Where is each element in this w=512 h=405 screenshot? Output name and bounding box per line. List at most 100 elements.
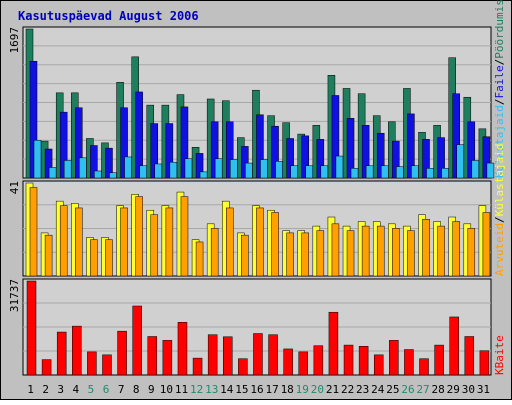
bar-hosts-arvuteid-day-6 xyxy=(105,239,113,277)
day-label-5: 5 xyxy=(88,383,95,396)
bar-kbytes-kbaite-day-15 xyxy=(238,358,248,376)
bar-kbytes-kbaite-day-7 xyxy=(117,330,127,376)
bar-hosts-arvuteid-day-4 xyxy=(75,207,83,277)
bar-visits-faile-day-31 xyxy=(482,136,491,179)
bar-visits-klastajaid-day-7 xyxy=(124,156,132,179)
bar-hosts-arvuteid-day-2 xyxy=(44,234,53,277)
bar-visits-faile-day-5 xyxy=(90,145,98,179)
bar-hosts-arvuteid-day-3 xyxy=(59,205,68,277)
bar-visits-faile-day-25 xyxy=(392,140,400,179)
bar-kbytes-kbaite-day-11 xyxy=(177,322,188,376)
bar-visits-klastajaid-day-14 xyxy=(230,159,238,179)
bar-kbytes-kbaite-day-21 xyxy=(328,311,339,376)
bar-visits-klastajaid-day-12 xyxy=(199,171,208,179)
bar-hosts-arvuteid-day-29 xyxy=(452,221,460,277)
bar-hosts-arvuteid-day-27 xyxy=(422,219,430,277)
bar-visits-faile-day-24 xyxy=(376,132,385,179)
bar-visits-faile-day-9 xyxy=(150,123,159,179)
day-label-10: 10 xyxy=(160,383,173,396)
bar-visits-klastajaid-day-15 xyxy=(245,162,253,179)
bar-hosts-arvuteid-day-13 xyxy=(210,228,219,277)
bar-hosts-arvuteid-day-28 xyxy=(437,225,445,277)
bar-hosts-arvuteid-day-26 xyxy=(407,230,415,277)
day-label-18: 18 xyxy=(281,383,294,396)
bar-hosts-arvuteid-day-10 xyxy=(165,207,174,277)
bar-kbytes-kbaite-day-22 xyxy=(343,344,354,376)
day-label-12: 12 xyxy=(190,383,203,396)
bar-kbytes-kbaite-day-27 xyxy=(419,358,429,376)
bar-visits-klastajaid-day-1 xyxy=(33,139,42,179)
day-label-25: 25 xyxy=(386,383,399,396)
bar-kbytes-kbaite-day-16 xyxy=(253,333,263,376)
day-label-15: 15 xyxy=(235,383,248,396)
bar-visits-faile-day-6 xyxy=(105,147,113,179)
bar-visits-faile-day-22 xyxy=(346,118,355,179)
bar-visits-faile-day-16 xyxy=(256,114,264,179)
ymax-label-kbytes: 31737 xyxy=(8,279,21,312)
bar-hosts-arvuteid-day-9 xyxy=(150,214,159,277)
bar-visits-faile-day-7 xyxy=(120,107,128,179)
bar-kbytes-kbaite-day-8 xyxy=(132,305,142,376)
bar-kbytes-kbaite-day-17 xyxy=(268,334,278,376)
day-label-28: 28 xyxy=(432,383,445,396)
day-label-22: 22 xyxy=(341,383,354,396)
bar-visits-faile-day-13 xyxy=(210,121,219,179)
bar-visits-klastajaid-day-30 xyxy=(471,160,480,179)
bar-visits-faile-day-26 xyxy=(407,113,415,179)
bar-visits-klastajaid-day-27 xyxy=(426,168,434,179)
bar-visits-klastajaid-day-9 xyxy=(154,163,163,179)
bar-visits-faile-day-28 xyxy=(437,137,445,179)
bar-hosts-arvuteid-day-16 xyxy=(256,207,264,277)
bar-kbytes-kbaite-day-28 xyxy=(434,344,444,376)
bar-kbytes-kbaite-day-5 xyxy=(87,351,97,376)
bar-kbytes-kbaite-day-1 xyxy=(26,280,37,376)
bar-hosts-arvuteid-day-22 xyxy=(346,230,355,277)
bar-kbytes-kbaite-day-14 xyxy=(223,336,233,376)
bar-visits-klastajaid-day-6 xyxy=(109,172,117,179)
bar-visits-klastajaid-day-26 xyxy=(411,165,419,179)
ymax-label-hosts: 41 xyxy=(8,181,21,194)
bar-kbytes-kbaite-day-12 xyxy=(192,357,203,376)
bar-visits-faile-day-19 xyxy=(301,135,309,179)
bar-kbytes-kbaite-day-3 xyxy=(56,331,67,376)
bar-kbytes-kbaite-day-30 xyxy=(464,336,475,376)
bar-visits-faile-day-8 xyxy=(135,91,143,179)
bar-visits-klastajaid-day-8 xyxy=(139,165,147,179)
panel-kbytes: 31737 xyxy=(8,278,492,376)
bar-visits-klastajaid-day-31 xyxy=(486,162,495,179)
bar-hosts-arvuteid-day-7 xyxy=(120,207,128,277)
bar-kbytes-kbaite-day-20 xyxy=(313,345,324,376)
legend-entry-faile: Faile xyxy=(493,65,506,98)
legend-entry-kbaite: KBaite xyxy=(493,335,506,375)
day-label-26: 26 xyxy=(401,383,414,396)
bar-hosts-arvuteid-day-14 xyxy=(226,207,234,277)
bar-kbytes-kbaite-day-19 xyxy=(298,351,308,376)
bar-visits-klastajaid-day-22 xyxy=(350,168,359,179)
bar-visits-klastajaid-day-5 xyxy=(94,170,102,179)
bar-hosts-arvuteid-day-1 xyxy=(29,187,38,277)
bar-kbytes-kbaite-day-31 xyxy=(479,350,490,376)
bar-visits-klastajaid-day-16 xyxy=(260,159,268,179)
bar-hosts-arvuteid-day-5 xyxy=(90,239,98,277)
bar-visits-faile-day-23 xyxy=(361,125,370,179)
chart-title: Kasutuspäevad August 2006 xyxy=(18,9,199,23)
bar-visits-faile-day-10 xyxy=(165,123,174,179)
legend-separator: / xyxy=(493,59,506,66)
day-label-23: 23 xyxy=(356,383,369,396)
legend-entry-klastajaid: Külastajaid xyxy=(493,105,506,178)
bar-visits-klastajaid-day-28 xyxy=(441,168,449,179)
day-label-8: 8 xyxy=(133,383,140,396)
bar-visits-faile-day-2 xyxy=(44,148,53,179)
legend-entry-arvuteid: Arvuteid xyxy=(493,223,506,276)
bar-visits-faile-day-29 xyxy=(452,93,460,179)
bar-visits-klastajaid-day-18 xyxy=(290,165,298,179)
bar-hosts-arvuteid-day-21 xyxy=(331,223,340,277)
bar-visits-klastajaid-day-21 xyxy=(335,155,344,179)
panel-visits: 1697 xyxy=(8,26,495,179)
bar-visits-faile-day-17 xyxy=(271,125,279,179)
bar-hosts-arvuteid-day-11 xyxy=(180,196,189,277)
bar-visits-klastajaid-day-19 xyxy=(305,165,313,179)
ymax-label-visits: 1697 xyxy=(8,27,21,54)
bar-visits-faile-day-21 xyxy=(331,95,340,179)
